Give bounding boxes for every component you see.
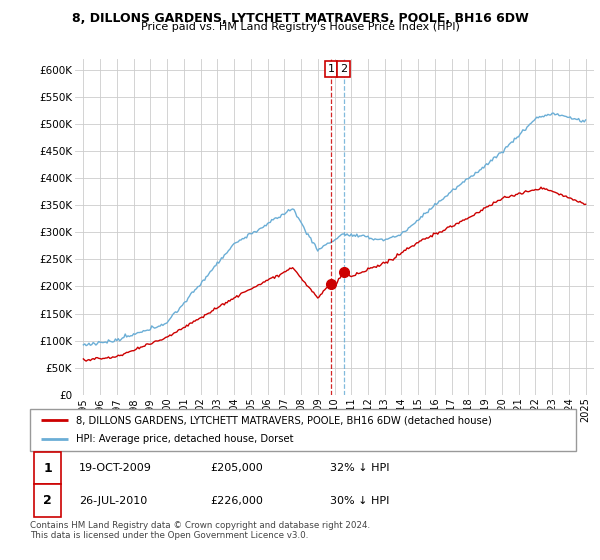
Text: 1: 1	[43, 462, 52, 475]
Text: £205,000: £205,000	[210, 463, 263, 473]
Bar	[34, 484, 61, 517]
Text: 2: 2	[43, 494, 52, 507]
Text: 26-JUL-2010: 26-JUL-2010	[79, 496, 148, 506]
Text: 8, DILLONS GARDENS, LYTCHETT MATRAVERS, POOLE, BH16 6DW: 8, DILLONS GARDENS, LYTCHETT MATRAVERS, …	[71, 12, 529, 25]
Text: 8, DILLONS GARDENS, LYTCHETT MATRAVERS, POOLE, BH16 6DW (detached house): 8, DILLONS GARDENS, LYTCHETT MATRAVERS, …	[76, 415, 492, 425]
Text: 2: 2	[340, 64, 347, 74]
Text: £226,000: £226,000	[210, 496, 263, 506]
Text: Contains HM Land Registry data © Crown copyright and database right 2024.
This d: Contains HM Land Registry data © Crown c…	[30, 521, 370, 540]
Text: 1: 1	[328, 64, 334, 74]
Text: Price paid vs. HM Land Registry's House Price Index (HPI): Price paid vs. HM Land Registry's House …	[140, 22, 460, 32]
Text: 30% ↓ HPI: 30% ↓ HPI	[331, 496, 389, 506]
Bar	[34, 452, 61, 484]
Text: 32% ↓ HPI: 32% ↓ HPI	[331, 463, 390, 473]
Text: HPI: Average price, detached house, Dorset: HPI: Average price, detached house, Dors…	[76, 435, 294, 445]
Text: 19-OCT-2009: 19-OCT-2009	[79, 463, 152, 473]
